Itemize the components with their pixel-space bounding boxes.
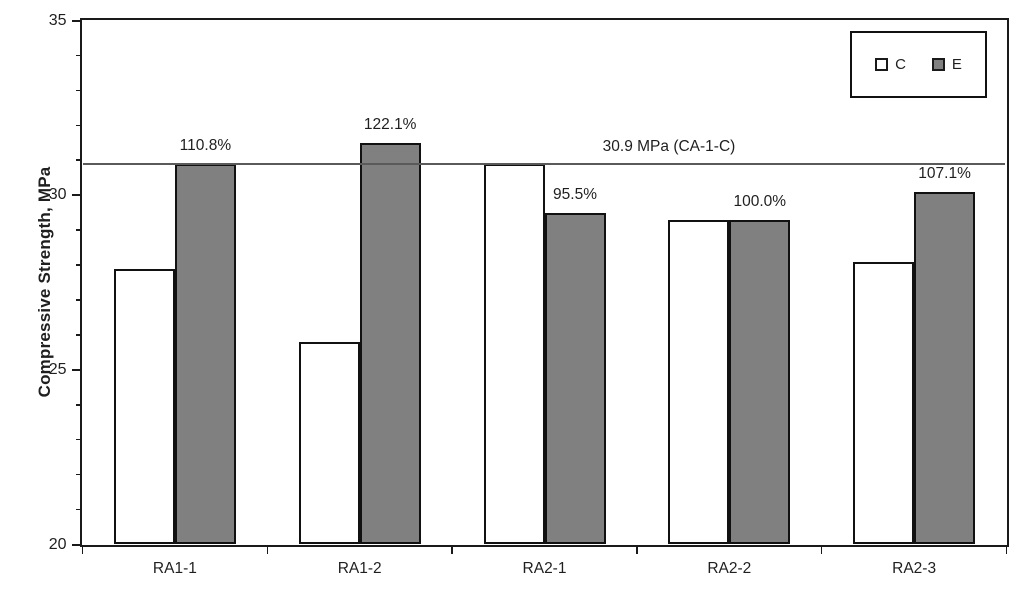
y-minor-tick [75,264,81,266]
x-axis-tick [1005,544,1008,554]
x-tick-label-ra2-1: RA2-1 [522,560,567,577]
y-tick-label: 30 [48,186,67,204]
series-e-swatch-icon [931,58,945,71]
y-major-tick [71,368,81,371]
bar-c-ra1-1 [113,268,175,545]
x-axis-tick [451,544,453,554]
series-c-swatch-icon [875,58,889,71]
y-tick-label: 35 [48,11,67,29]
y-tick-label: 20 [48,535,67,553]
legend: C E [850,31,987,98]
bar-c-ra2-1 [483,163,545,545]
x-axis-tick [266,544,269,554]
reference-line-label: 30.9 MPa (CA-1-C) [602,137,736,155]
y-major-tick [71,543,81,546]
legend-item-c: C [875,56,906,73]
bar-e-ra2-3 [914,191,976,545]
y-minor-tick [75,508,81,511]
y-minor-tick [75,124,81,127]
x-axis-tick [81,544,84,554]
bar-e-ra2-2 [729,219,791,545]
x-axis-tick [636,544,638,554]
bar-c-ra2-2 [668,219,730,545]
bar-e-ra1-2 [359,142,421,545]
value-label-ra1-1: 110.8% [179,136,232,154]
legend-label-c: C [895,56,906,73]
y-minor-tick [75,54,81,57]
y-minor-tick [75,404,81,406]
y-minor-tick [75,159,81,161]
bar-c-ra2-3 [853,261,915,545]
y-minor-tick [75,438,81,441]
y-minor-tick [75,473,81,476]
value-label-ra2-2: 100.0% [733,192,787,210]
y-major-tick [71,194,81,197]
value-label-ra2-1: 95.5% [553,185,597,203]
x-tick-label-ra1-2: RA1-2 [337,560,382,577]
x-tick-label-ra1-1: RA1-1 [152,560,197,577]
x-axis-tick [820,544,823,554]
value-label-ra1-2: 122.1% [363,115,417,133]
legend-label-e: E [951,56,962,73]
y-minor-tick [75,229,81,231]
bar-e-ra2-1 [544,212,606,545]
y-major-tick [71,19,81,22]
legend-item-e: E [931,56,962,73]
x-tick-label-ra2-2: RA2-2 [707,560,752,577]
bar-e-ra1-1 [174,163,236,545]
bar-c-ra1-2 [298,341,360,545]
value-label-ra2-3: 107.1% [918,164,971,182]
y-minor-tick [75,299,81,301]
y-minor-tick [75,89,81,92]
reference-line [82,162,1005,165]
x-tick-label-ra2-3: RA2-3 [892,560,937,577]
y-tick-label: 25 [48,360,67,378]
y-minor-tick [75,334,81,336]
